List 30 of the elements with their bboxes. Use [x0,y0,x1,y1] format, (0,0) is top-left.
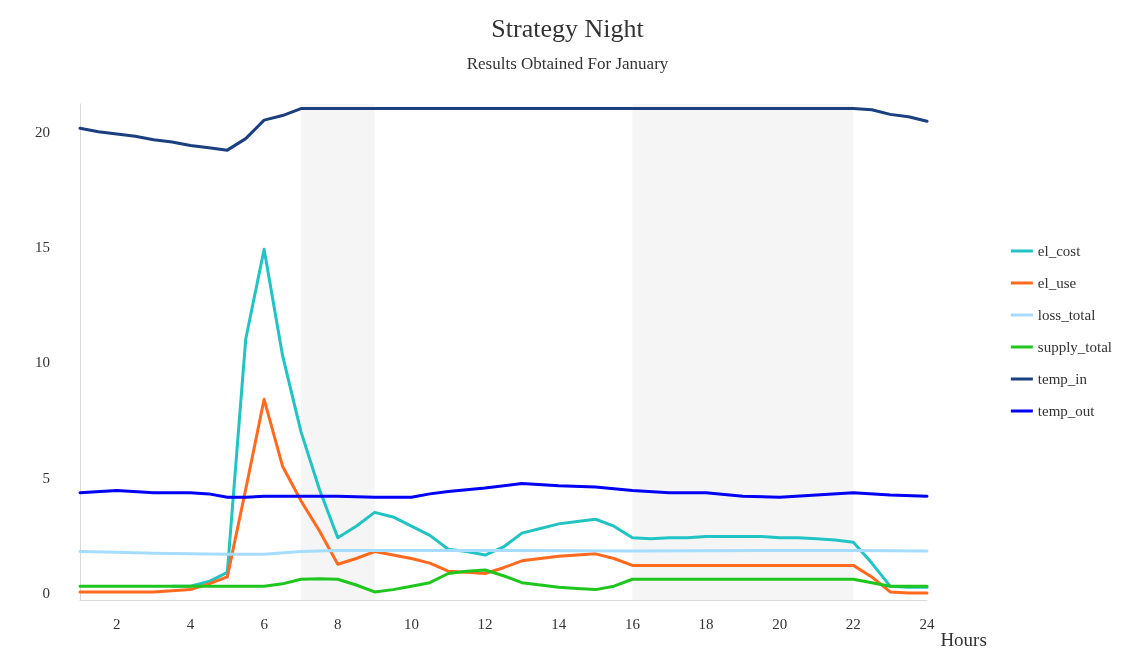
x-tick-label: 12 [477,615,493,632]
x-tick-label: 8 [334,615,342,632]
line-series [78,107,929,152]
legend-label: el_use [1037,275,1077,291]
x-tick-label: 10 [403,615,419,632]
x-tick-label: 22 [845,615,861,632]
y-tick-label: 0 [42,585,50,602]
line-series [78,568,929,594]
y-tick-label: 10 [35,354,50,371]
line-series [78,482,929,499]
chart-subtitle: Results Obtained For January [466,54,669,73]
legend-label: el_cost [1037,243,1082,259]
x-tick-label: 2 [113,615,121,632]
legend-label: supply_total [1037,339,1113,355]
x-tick-label: 4 [186,615,195,632]
x-tick-label: 6 [260,615,269,632]
legend-label: temp_in [1037,371,1088,387]
x-tick-label: 20 [772,615,788,632]
legend-label: loss_total [1037,307,1096,323]
chart-title: Strategy Night [491,13,645,43]
x-tick-label: 14 [551,615,567,632]
x-axis-title: Hours [940,629,987,650]
y-tick-label: 5 [42,469,50,486]
x-tick-label: 18 [698,615,714,632]
x-tick-label: 16 [624,615,641,632]
legend-label: temp_out [1037,403,1096,419]
x-tick-label: 24 [919,615,935,632]
line-series [78,397,929,595]
y-tick-label: 20 [35,123,50,140]
y-tick-label: 15 [35,239,50,256]
